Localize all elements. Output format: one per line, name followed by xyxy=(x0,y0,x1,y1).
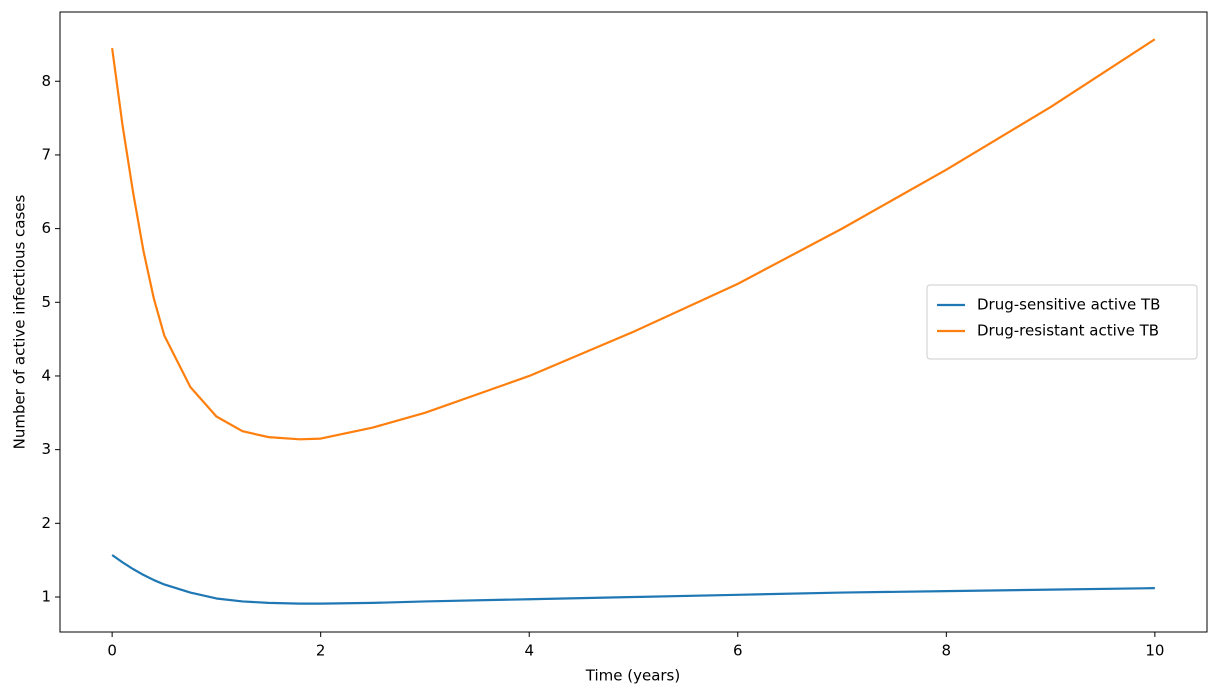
plot-frame xyxy=(59,11,1208,633)
y-tick-label: 5 xyxy=(41,293,51,311)
y-tick-label: 4 xyxy=(41,366,51,384)
x-axis-label: Time (years) xyxy=(585,667,680,685)
y-tick-label: 3 xyxy=(41,440,51,458)
legend-label: Drug-resistant active TB xyxy=(977,322,1159,340)
y-axis-label: Number of active infectious cases xyxy=(11,194,29,449)
y-tick-label: 2 xyxy=(41,514,51,532)
line xyxy=(111,554,1155,605)
legend-box xyxy=(926,284,1198,360)
x-tick-label: 6 xyxy=(733,642,743,660)
y-tick-label: 6 xyxy=(41,219,51,237)
legend-label: Drug-sensitive active TB xyxy=(977,296,1160,314)
x-tick-label: 2 xyxy=(316,642,326,660)
line xyxy=(111,38,1156,441)
y-tick-label: 8 xyxy=(41,72,51,90)
x-tick-label: 8 xyxy=(942,642,952,660)
x-tick-label: 4 xyxy=(524,642,534,660)
x-tick-label: 0 xyxy=(107,642,117,660)
x-tick-label: 10 xyxy=(1145,642,1164,660)
y-tick-label: 7 xyxy=(41,145,51,163)
y-tick-label: 1 xyxy=(41,588,51,606)
